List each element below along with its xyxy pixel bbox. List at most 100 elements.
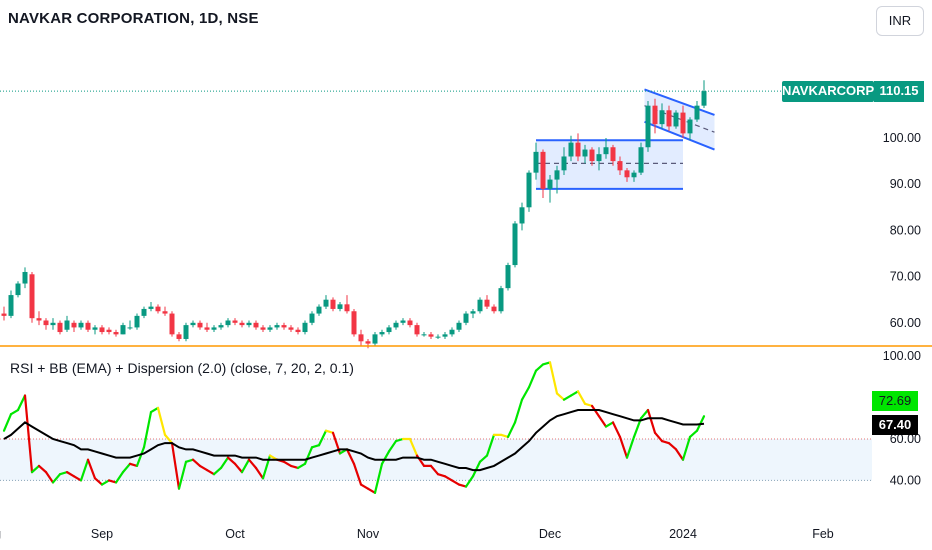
- candle[interactable]: [645, 101, 651, 152]
- candle[interactable]: [232, 318, 238, 326]
- candle[interactable]: [155, 304, 161, 314]
- candle[interactable]: [673, 110, 679, 129]
- candle[interactable]: [435, 334, 441, 339]
- candle[interactable]: [57, 320, 63, 335]
- candle[interactable]: [36, 311, 42, 326]
- candle[interactable]: [197, 320, 203, 330]
- candle[interactable]: [239, 320, 245, 328]
- candle[interactable]: [211, 325, 217, 333]
- candle[interactable]: [162, 306, 168, 316]
- candle[interactable]: [323, 295, 329, 309]
- candle[interactable]: [309, 311, 315, 326]
- candle[interactable]: [568, 135, 574, 162]
- candle[interactable]: [120, 322, 126, 335]
- candle[interactable]: [176, 332, 182, 342]
- candle[interactable]: [330, 297, 336, 312]
- candle[interactable]: [85, 320, 91, 333]
- candle[interactable]: [428, 332, 434, 339]
- candle[interactable]: [99, 325, 105, 335]
- candle[interactable]: [281, 322, 287, 330]
- candle[interactable]: [617, 156, 623, 175]
- candle[interactable]: [78, 320, 84, 330]
- currency-button[interactable]: INR: [876, 6, 924, 36]
- candle[interactable]: [106, 327, 112, 335]
- channel-lower-line[interactable]: [644, 120, 715, 151]
- candle[interactable]: [15, 281, 21, 298]
- candle[interactable]: [701, 80, 707, 108]
- candle[interactable]: [491, 304, 497, 314]
- candle[interactable]: [8, 290, 14, 319]
- candle[interactable]: [638, 142, 644, 175]
- candle[interactable]: [456, 320, 462, 333]
- candle[interactable]: [253, 320, 259, 330]
- candle[interactable]: [113, 329, 119, 337]
- candle[interactable]: [505, 262, 511, 291]
- candle[interactable]: [477, 297, 483, 314]
- candle[interactable]: [169, 311, 175, 337]
- candle[interactable]: [372, 332, 378, 346]
- candle[interactable]: [260, 325, 266, 333]
- candle[interactable]: [666, 105, 672, 132]
- candle[interactable]: [547, 174, 553, 203]
- candle[interactable]: [204, 322, 210, 333]
- candle[interactable]: [246, 320, 252, 328]
- candle[interactable]: [295, 327, 301, 335]
- candle[interactable]: [589, 147, 595, 166]
- candle[interactable]: [407, 318, 413, 328]
- candle[interactable]: [50, 318, 56, 330]
- candle[interactable]: [652, 98, 658, 134]
- candle[interactable]: [631, 170, 637, 182]
- candle[interactable]: [519, 202, 525, 231]
- candle[interactable]: [141, 306, 147, 319]
- candle[interactable]: [365, 338, 371, 349]
- candle[interactable]: [344, 295, 350, 314]
- candle[interactable]: [92, 325, 98, 335]
- candle[interactable]: [218, 322, 224, 330]
- candle[interactable]: [554, 165, 560, 194]
- candle[interactable]: [498, 285, 504, 314]
- candle[interactable]: [582, 144, 588, 164]
- candle[interactable]: [134, 313, 140, 330]
- candle[interactable]: [274, 322, 280, 330]
- candle[interactable]: [512, 221, 518, 268]
- candle[interactable]: [190, 320, 196, 328]
- candle[interactable]: [288, 325, 294, 333]
- candle[interactable]: [442, 332, 448, 339]
- candle[interactable]: [43, 318, 49, 330]
- candle[interactable]: [393, 320, 399, 330]
- indicator-title[interactable]: RSI + BB (EMA) + Dispersion (2.0) (close…: [10, 360, 354, 376]
- candle[interactable]: [484, 295, 490, 309]
- candle[interactable]: [64, 315, 70, 333]
- candle[interactable]: [183, 322, 189, 342]
- candle[interactable]: [267, 325, 273, 333]
- candle[interactable]: [148, 302, 154, 312]
- candle[interactable]: [302, 320, 308, 335]
- candle[interactable]: [533, 142, 539, 180]
- candle[interactable]: [379, 329, 385, 337]
- candle[interactable]: [540, 149, 546, 199]
- candle[interactable]: [71, 320, 77, 333]
- candle[interactable]: [127, 320, 133, 330]
- candle[interactable]: [358, 329, 364, 346]
- candle[interactable]: [680, 105, 686, 138]
- candle[interactable]: [659, 103, 665, 129]
- candle[interactable]: [351, 308, 357, 337]
- candle[interactable]: [624, 168, 630, 182]
- candle[interactable]: [400, 318, 406, 326]
- candle[interactable]: [470, 308, 476, 319]
- candle[interactable]: [386, 325, 392, 335]
- candle[interactable]: [1, 306, 7, 321]
- candle[interactable]: [694, 101, 700, 122]
- candle[interactable]: [225, 318, 231, 328]
- candle[interactable]: [421, 332, 427, 337]
- channel-upper-line[interactable]: [644, 88, 715, 116]
- candle[interactable]: [603, 138, 609, 159]
- candle[interactable]: [526, 170, 532, 212]
- candle[interactable]: [463, 311, 469, 326]
- candle[interactable]: [29, 271, 35, 323]
- candle[interactable]: [414, 322, 420, 337]
- candle[interactable]: [561, 147, 567, 175]
- candle[interactable]: [687, 117, 693, 141]
- candle[interactable]: [610, 144, 616, 166]
- candle[interactable]: [575, 133, 581, 162]
